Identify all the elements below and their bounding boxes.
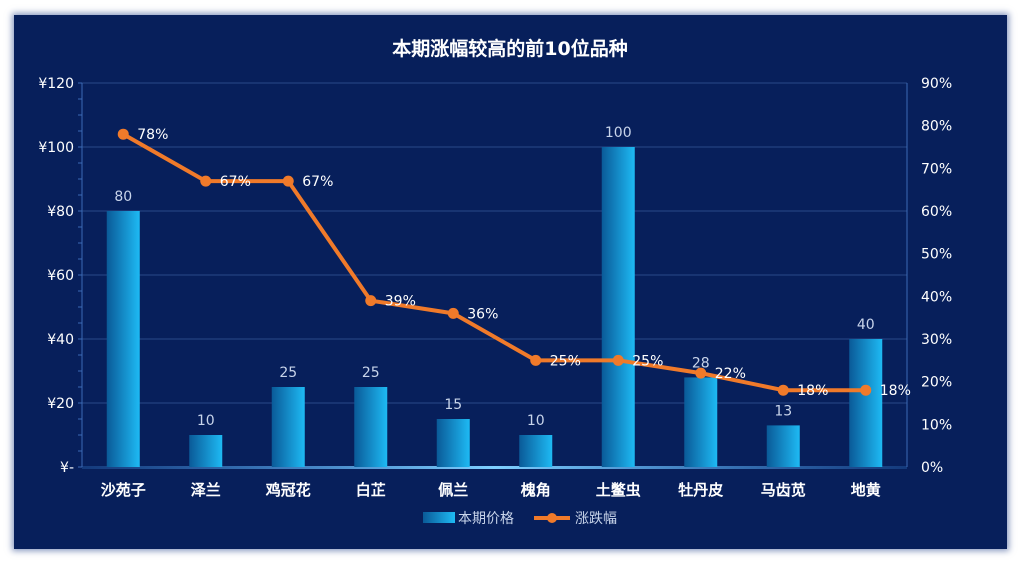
right-tick-label: 90% bbox=[921, 76, 952, 92]
category-label: 泽兰 bbox=[191, 481, 221, 499]
chart-frame: 本期涨幅较高的前10位品种 ¥- ¥20 ¥40 ¥60 ¥80 ¥100 ¥120 0% 1… bbox=[14, 15, 1007, 549]
bar bbox=[601, 147, 635, 467]
category-label: 马齿苋 bbox=[761, 481, 806, 499]
legend-line-marker bbox=[547, 513, 557, 523]
line-point bbox=[282, 175, 294, 187]
bar-value-label: 25 bbox=[279, 365, 297, 381]
bar bbox=[354, 387, 388, 467]
bar bbox=[271, 387, 305, 467]
left-tick-label: ¥60 bbox=[47, 268, 74, 284]
line-point bbox=[200, 175, 212, 187]
line-value-label: 25% bbox=[550, 353, 581, 369]
left-tick-label: ¥120 bbox=[38, 76, 74, 92]
line-point bbox=[777, 384, 789, 396]
legend-line-label: 涨跌幅 bbox=[575, 511, 617, 527]
category-label: 白芷 bbox=[356, 481, 386, 499]
line-value-label: 78% bbox=[137, 127, 168, 143]
bar bbox=[106, 211, 140, 467]
line-point bbox=[365, 295, 377, 307]
line-point bbox=[117, 128, 129, 140]
category-label: 牡丹皮 bbox=[678, 481, 723, 499]
line-point bbox=[530, 354, 542, 366]
line-value-label: 25% bbox=[632, 353, 663, 369]
bar-value-label: 28 bbox=[692, 355, 710, 371]
bar-value-label: 25 bbox=[362, 365, 380, 381]
right-tick-label: 0% bbox=[921, 460, 943, 476]
line-point bbox=[695, 367, 707, 379]
bar-value-label: 10 bbox=[197, 413, 215, 429]
right-tick-label: 20% bbox=[921, 375, 952, 391]
right-tick-label: 80% bbox=[921, 119, 952, 135]
right-tick-label: 50% bbox=[921, 247, 952, 263]
line-value-label: 18% bbox=[880, 383, 911, 399]
line-series bbox=[121, 132, 868, 393]
bar-value-label: 80 bbox=[114, 189, 132, 205]
left-tick-label: ¥20 bbox=[47, 396, 74, 412]
x-axis-line bbox=[82, 466, 907, 469]
line-value-label: 67% bbox=[220, 174, 251, 190]
line-value-label: 39% bbox=[385, 294, 416, 310]
line-value-label: 36% bbox=[467, 306, 498, 322]
right-tick-label: 30% bbox=[921, 332, 952, 348]
right-tick-label: 70% bbox=[921, 161, 952, 177]
category-label: 佩兰 bbox=[438, 481, 468, 499]
line-point bbox=[447, 307, 459, 319]
bar-value-label: 10 bbox=[527, 413, 545, 429]
left-tick-label: ¥100 bbox=[38, 140, 74, 156]
line-value-label: 22% bbox=[715, 366, 746, 382]
line-point bbox=[612, 354, 624, 366]
left-tick-label: ¥- bbox=[60, 460, 74, 476]
bar-value-label: 13 bbox=[774, 403, 792, 419]
category-label: 地黄 bbox=[851, 481, 881, 499]
right-tick-label: 10% bbox=[921, 417, 952, 433]
combo-chart: 本期涨幅较高的前10位品种 ¥- ¥20 ¥40 ¥60 ¥80 ¥100 ¥120 0% 1… bbox=[38, 37, 952, 527]
bar bbox=[766, 425, 800, 467]
legend-bar-label: 本期价格 bbox=[458, 511, 514, 527]
right-tick-label: 40% bbox=[921, 289, 952, 305]
category-label: 土鳖虫 bbox=[596, 481, 641, 499]
chart-title: 本期涨幅较高的前10位品种 bbox=[392, 37, 627, 60]
bar-value-label: 40 bbox=[857, 317, 875, 333]
category-label: 鸡冠花 bbox=[265, 481, 311, 499]
category-label: 沙苑子 bbox=[101, 481, 146, 499]
line-value-label: 67% bbox=[302, 174, 333, 190]
line-point bbox=[860, 384, 872, 396]
category-label: 槐角 bbox=[520, 481, 551, 499]
left-tick-label: ¥40 bbox=[47, 332, 74, 348]
bar bbox=[436, 419, 470, 467]
legend-bar-swatch bbox=[423, 512, 455, 523]
bar bbox=[849, 339, 883, 467]
bar bbox=[519, 435, 553, 467]
line-value-label: 18% bbox=[797, 383, 828, 399]
bar-value-label: 15 bbox=[444, 397, 462, 413]
right-tick-label: 60% bbox=[921, 204, 952, 220]
bar-value-label: 100 bbox=[605, 125, 632, 141]
bar bbox=[684, 377, 718, 467]
left-tick-label: ¥80 bbox=[47, 204, 74, 220]
bar bbox=[189, 435, 223, 467]
